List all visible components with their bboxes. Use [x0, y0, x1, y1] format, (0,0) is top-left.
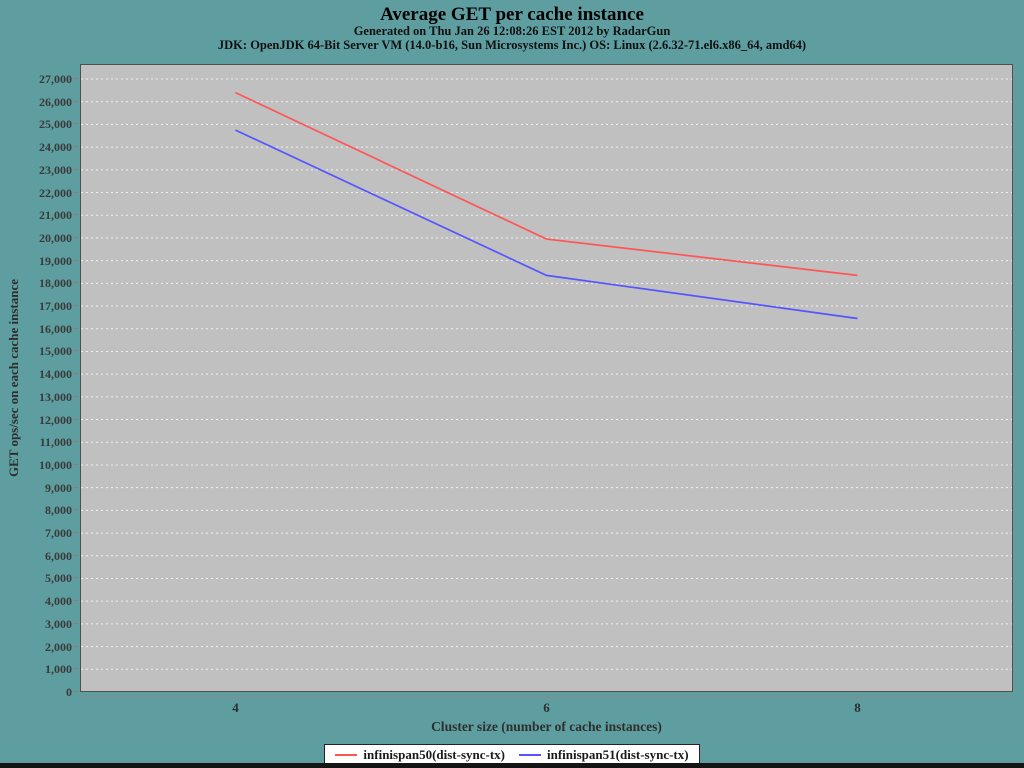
y-tick-mark	[73, 146, 79, 148]
bottom-frame-border	[0, 763, 1024, 768]
y-tick-mark	[73, 395, 79, 397]
y-tick-mark	[73, 486, 79, 488]
y-tick-mark	[73, 441, 79, 443]
legend-series-label: infinispan50(dist-sync-tx)	[363, 747, 505, 762]
y-tick-mark	[73, 350, 79, 352]
y-tick-label: 13,000	[39, 389, 72, 404]
series-line	[235, 129, 858, 320]
y-tick-label: 24,000	[39, 140, 72, 155]
y-tick-mark	[73, 168, 79, 170]
y-tick-label: 25,000	[39, 117, 72, 132]
y-tick-label: 14,000	[39, 367, 72, 382]
y-tick-label: 4,000	[45, 594, 72, 609]
y-tick-label: 15,000	[39, 344, 72, 359]
y-tick-label: 6,000	[45, 548, 72, 563]
legend-line-swatch	[335, 754, 358, 756]
y-tick-label: 18,000	[39, 276, 72, 291]
y-tick-label: 11,000	[39, 435, 72, 450]
plot-area	[80, 64, 1013, 692]
y-tick-mark	[73, 645, 79, 647]
y-tick-mark	[73, 622, 79, 624]
y-tick-label: 8,000	[45, 503, 72, 518]
y-tick-mark	[73, 418, 79, 420]
y-tick-label: 17,000	[39, 299, 72, 314]
legend-line-swatch	[519, 754, 541, 756]
y-tick-label: 16,000	[39, 321, 72, 336]
chart-title: Average GET per cache instance	[380, 4, 644, 25]
x-tick-label: 8	[854, 700, 861, 715]
y-tick-label: 3,000	[45, 616, 72, 631]
y-tick-label: 20,000	[39, 230, 72, 245]
legend-series-label: infinispan51(dist-sync-tx)	[547, 747, 689, 762]
x-tick-label: 6	[543, 700, 550, 715]
y-tick-label: 5,000	[45, 571, 72, 586]
y-tick-mark	[73, 577, 79, 579]
y-tick-mark	[73, 191, 79, 193]
y-tick-label: 1,000	[45, 662, 72, 677]
x-tick-mark	[546, 698, 548, 702]
y-tick-mark	[73, 509, 79, 511]
y-tick-label: 26,000	[39, 94, 72, 109]
chart-subtitle-generated: Generated on Thu Jan 26 12:08:26 EST 201…	[353, 24, 671, 38]
y-tick-mark	[73, 463, 79, 465]
x-tick-mark	[235, 698, 237, 702]
y-tick-label: 0	[66, 685, 72, 699]
y-tick-mark	[73, 236, 79, 238]
y-axis-title: GET ops/sec on each cache instance	[6, 279, 21, 478]
series-line	[235, 91, 858, 277]
y-tick-mark	[73, 78, 79, 79]
x-axis-line	[80, 697, 1013, 698]
y-tick-mark	[73, 668, 79, 670]
y-tick-mark	[73, 691, 79, 692]
x-tick-label: 4	[232, 700, 239, 715]
y-tick-mark	[73, 532, 79, 534]
y-tick-label: 23,000	[39, 162, 72, 177]
chart-subtitle-jdk: JDK: OpenJDK 64-Bit Server VM (14.0-b16,…	[217, 37, 807, 52]
y-tick-label: 21,000	[39, 208, 72, 223]
legend-item: infinispan51(dist-sync-tx)	[519, 747, 689, 763]
y-tick-label: 19,000	[39, 253, 72, 268]
x-axis-title: Cluster size (number of cache instances)	[431, 719, 662, 734]
y-tick-label: 22,000	[39, 185, 72, 200]
y-tick-label: 2,000	[45, 639, 72, 654]
y-tick-mark	[73, 305, 79, 307]
y-tick-mark	[73, 554, 79, 556]
y-tick-mark	[73, 123, 79, 125]
y-tick-mark	[73, 100, 79, 102]
legend-item: infinispan50(dist-sync-tx)	[335, 747, 505, 763]
y-tick-label: 27,000	[39, 72, 72, 86]
y-tick-label: 12,000	[39, 412, 72, 427]
x-tick-mark	[857, 698, 859, 702]
y-tick-mark	[73, 259, 79, 261]
y-tick-label: 10,000	[39, 457, 72, 472]
chart-lines-svg	[81, 78, 1012, 670]
y-tick-mark	[73, 327, 79, 329]
y-tick-mark	[73, 373, 79, 375]
y-tick-label: 7,000	[45, 526, 72, 541]
y-tick-mark	[73, 214, 79, 216]
y-tick-label: 9,000	[45, 480, 72, 495]
y-tick-mark	[73, 282, 79, 284]
y-tick-mark	[73, 600, 79, 602]
